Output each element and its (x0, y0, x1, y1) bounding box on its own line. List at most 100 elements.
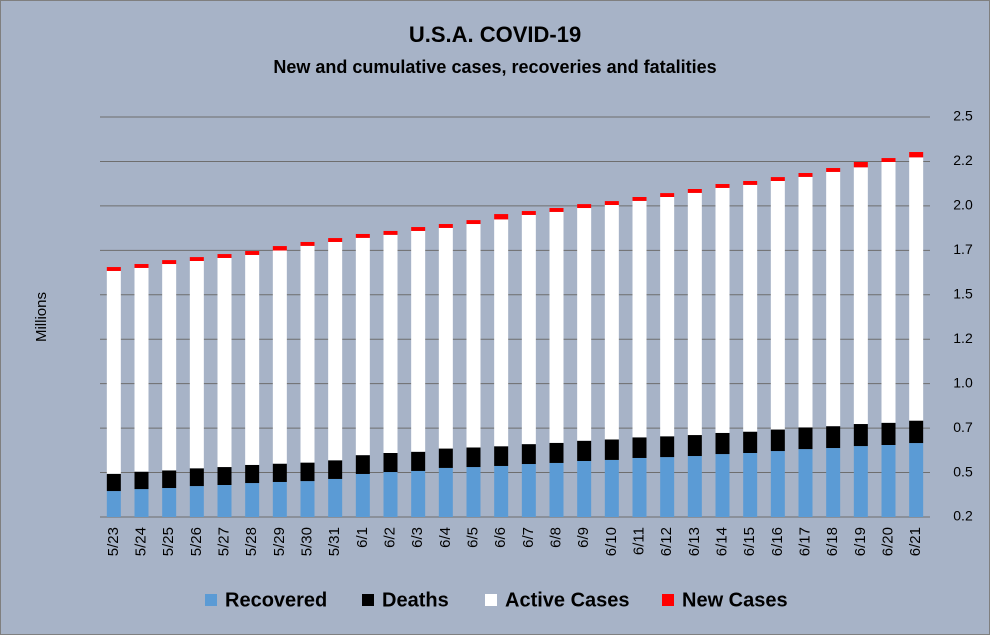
bar-segment (355, 473, 370, 517)
bar-segment (189, 468, 204, 487)
bar-segment (494, 446, 509, 466)
y-tick-label: 1.7 (953, 241, 973, 257)
chart-subtitle: New and cumulative cases, recoveries and… (273, 57, 716, 77)
bar-segment (715, 187, 730, 433)
bar-segment (300, 481, 315, 517)
bar-segment (853, 424, 868, 447)
bar-segment (604, 459, 619, 517)
x-tick-label: 5/29 (271, 527, 288, 556)
bar-segment (272, 481, 287, 517)
y-tick-label: 0.2 (953, 508, 973, 524)
bar-segment (383, 230, 398, 235)
bar-segment (300, 462, 315, 482)
bar-segment (383, 472, 398, 517)
bar-segment (549, 462, 564, 517)
bar-segment (687, 456, 702, 517)
bar-segment (355, 237, 370, 456)
bar-segment (466, 447, 481, 468)
x-tick-label: 6/15 (741, 527, 758, 556)
bar-segment (134, 489, 149, 517)
bar-segment (881, 445, 896, 517)
y-tick-label: 1.0 (953, 374, 973, 390)
bar-segment (272, 246, 287, 251)
bar-segment (853, 446, 868, 517)
bar-segment (632, 457, 647, 517)
bar-segment (438, 467, 453, 517)
bar-segment (715, 454, 730, 517)
bar-segment (411, 230, 426, 452)
bar-segment (881, 161, 896, 423)
bar-segment (189, 261, 204, 469)
bar-segment (549, 208, 564, 212)
bar-segment (189, 486, 204, 517)
chart-title: U.S.A. COVID-19 (409, 22, 581, 47)
bar-segment (604, 439, 619, 460)
bar-segment (106, 491, 121, 517)
bar-segment (494, 219, 509, 447)
bar-segment (134, 264, 149, 268)
bar-segment (162, 260, 177, 265)
x-tick-label: 6/5 (464, 527, 481, 548)
x-tick-label: 6/21 (907, 527, 924, 556)
bar-segment (853, 167, 868, 425)
bar-segment (217, 257, 232, 468)
bar-segment (577, 204, 592, 209)
legend-label: Recovered (225, 589, 327, 611)
bar-segment (466, 220, 481, 225)
bar-segment (300, 245, 315, 463)
y-tick-label: 0.5 (953, 463, 973, 479)
bar-segment (798, 427, 813, 450)
bar-segment (466, 224, 481, 448)
legend-swatch (662, 594, 674, 606)
bar-segment (881, 422, 896, 445)
bar-segment (715, 184, 730, 188)
x-tick-label: 6/10 (603, 527, 620, 556)
x-tick-label: 6/18 (824, 527, 841, 556)
bar-segment (632, 197, 647, 201)
bar-segment (687, 192, 702, 436)
x-tick-label: 6/7 (520, 527, 537, 548)
bar-segment (743, 181, 758, 185)
bar-segment (106, 267, 121, 271)
x-tick-label: 6/16 (769, 527, 786, 556)
x-tick-label: 6/20 (879, 527, 896, 556)
bar-segment (770, 177, 785, 181)
bar-segment (743, 453, 758, 517)
legend-swatch (362, 594, 374, 606)
bar-segment (715, 432, 730, 455)
bar-segment (826, 171, 841, 427)
y-tick-label: 1.2 (953, 330, 973, 346)
bar-segment (438, 224, 453, 228)
x-tick-label: 5/31 (326, 527, 343, 556)
bar-segment (217, 467, 232, 485)
bar-segment (494, 214, 509, 220)
bar-segment (411, 451, 426, 471)
bar-segment (549, 211, 564, 443)
bar-segment (355, 233, 370, 238)
bar-segment (853, 161, 868, 168)
x-tick-label: 6/3 (409, 527, 426, 548)
bar-segment (245, 464, 260, 484)
bar-segment (521, 444, 536, 465)
bar-segment (106, 270, 121, 474)
bar-segment (300, 241, 315, 246)
bar-segment (549, 442, 564, 463)
bar-segment (909, 443, 924, 517)
bar-segment (494, 465, 509, 517)
bar-segment (909, 152, 924, 158)
bar-segment (632, 200, 647, 438)
bar-segment (826, 168, 841, 172)
legend-label: Active Cases (505, 589, 630, 611)
bar-segment (521, 464, 536, 517)
x-tick-label: 6/4 (437, 527, 454, 548)
bar-segment (134, 471, 149, 490)
bar-segment (245, 254, 260, 465)
bar-segment (328, 238, 343, 242)
bar-segment (272, 250, 287, 464)
bar-segment (217, 485, 232, 517)
bar-segment (660, 457, 675, 517)
bar-segment (272, 463, 287, 482)
bar-segment (660, 197, 675, 437)
bar-segment (438, 448, 453, 468)
